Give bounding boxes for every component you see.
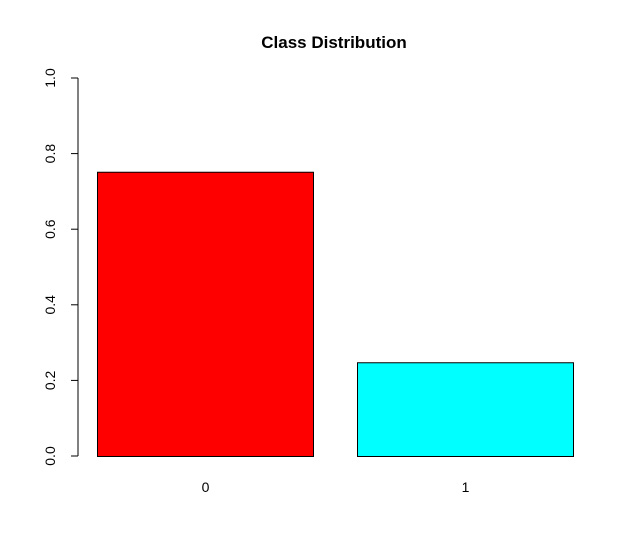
chart-title: Class Distribution [261,33,406,52]
x-category-label-0: 0 [202,479,210,495]
y-tick-label: 1.0 [42,68,58,88]
x-category-label-1: 1 [462,479,470,495]
y-tick-label: 0.0 [42,446,58,466]
y-tick-label: 0.6 [42,219,58,239]
y-tick-label: 0.8 [42,144,58,164]
y-tick-label: 0.4 [42,295,58,315]
bar-0 [97,171,314,458]
bars-layer [97,171,574,458]
bar-1 [357,362,574,458]
y-axis: 0.0 0.2 0.4 0.6 0.8 1.0 [42,68,79,466]
y-tick-label: 0.2 [42,370,58,390]
